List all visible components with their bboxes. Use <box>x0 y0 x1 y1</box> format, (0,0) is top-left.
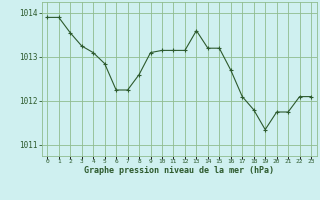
X-axis label: Graphe pression niveau de la mer (hPa): Graphe pression niveau de la mer (hPa) <box>84 166 274 175</box>
